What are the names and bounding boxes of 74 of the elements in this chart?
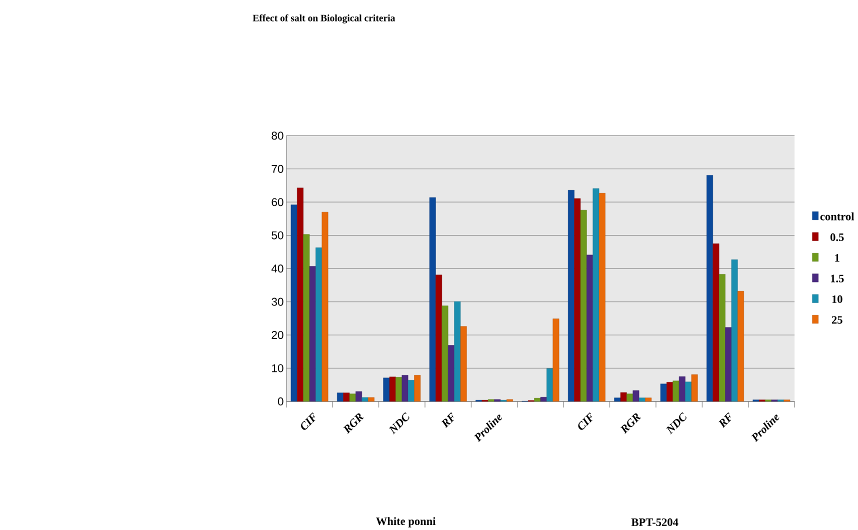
bar <box>436 274 442 402</box>
legend-label: 25 <box>832 316 842 324</box>
bar <box>316 248 322 402</box>
bar <box>574 198 581 402</box>
bar <box>580 210 587 402</box>
y-tick-label: 0 <box>278 398 284 406</box>
bar <box>718 274 726 402</box>
bar <box>620 392 627 402</box>
x-tick-label: CIF <box>301 412 316 430</box>
text: White ponni <box>376 517 436 528</box>
bar <box>356 391 362 402</box>
bar <box>638 398 646 402</box>
bar <box>626 394 633 402</box>
legend-label: 0.5 <box>830 233 844 242</box>
bar <box>383 378 390 402</box>
legend-label: 10 <box>832 295 842 304</box>
bar <box>552 318 560 402</box>
bar <box>442 306 448 402</box>
bar <box>678 376 686 402</box>
text: BPT-5204 <box>631 518 678 526</box>
bar <box>645 398 652 402</box>
y-tick-label: 70 <box>272 164 284 173</box>
bar <box>448 345 454 402</box>
bar <box>672 380 680 402</box>
bar <box>460 326 467 402</box>
bar <box>731 260 738 402</box>
bar <box>389 376 396 402</box>
bar <box>586 254 593 402</box>
bar <box>362 397 368 402</box>
bar <box>712 244 720 402</box>
y-tick-label: 30 <box>272 298 284 306</box>
bar <box>309 266 316 402</box>
bar <box>738 291 744 402</box>
bar <box>568 190 574 402</box>
bar <box>408 380 414 402</box>
y-tick-label: 60 <box>272 198 284 206</box>
bar <box>322 212 328 402</box>
legend-label: 1 <box>835 254 840 262</box>
y-tick-label: 50 <box>272 231 284 240</box>
bar <box>343 392 350 402</box>
bar <box>396 377 402 402</box>
legend-label: control <box>820 212 854 220</box>
bar <box>592 188 600 402</box>
bar <box>337 392 344 402</box>
y-tick-label: 20 <box>272 331 284 340</box>
y-tick-label: 80 <box>272 132 284 140</box>
bar <box>368 397 374 402</box>
bar <box>297 188 304 402</box>
bar <box>632 390 640 402</box>
x-tick-label: RF <box>718 412 731 428</box>
bar <box>414 375 421 402</box>
bar <box>349 394 356 402</box>
bar <box>303 234 310 402</box>
bar <box>691 374 698 402</box>
x-tick-label: RF <box>442 412 454 428</box>
bar <box>706 175 713 402</box>
bar <box>598 193 606 402</box>
bar <box>546 368 553 402</box>
bar <box>725 327 732 402</box>
y-tick-label: 40 <box>271 264 284 273</box>
bar <box>666 382 673 402</box>
bar <box>290 204 298 402</box>
bar <box>429 197 436 402</box>
bar <box>402 375 408 402</box>
x-tick-label: CIF <box>578 412 592 430</box>
bar <box>540 397 547 402</box>
bar <box>660 384 667 402</box>
bar <box>454 301 461 402</box>
y-tick-label: 10 <box>272 364 284 372</box>
chart-title: Effect of salt on Biological criteria <box>252 14 396 24</box>
bar <box>685 382 692 402</box>
legend-label: 1.5 <box>830 274 844 282</box>
bar <box>614 398 621 402</box>
bar <box>534 398 541 402</box>
